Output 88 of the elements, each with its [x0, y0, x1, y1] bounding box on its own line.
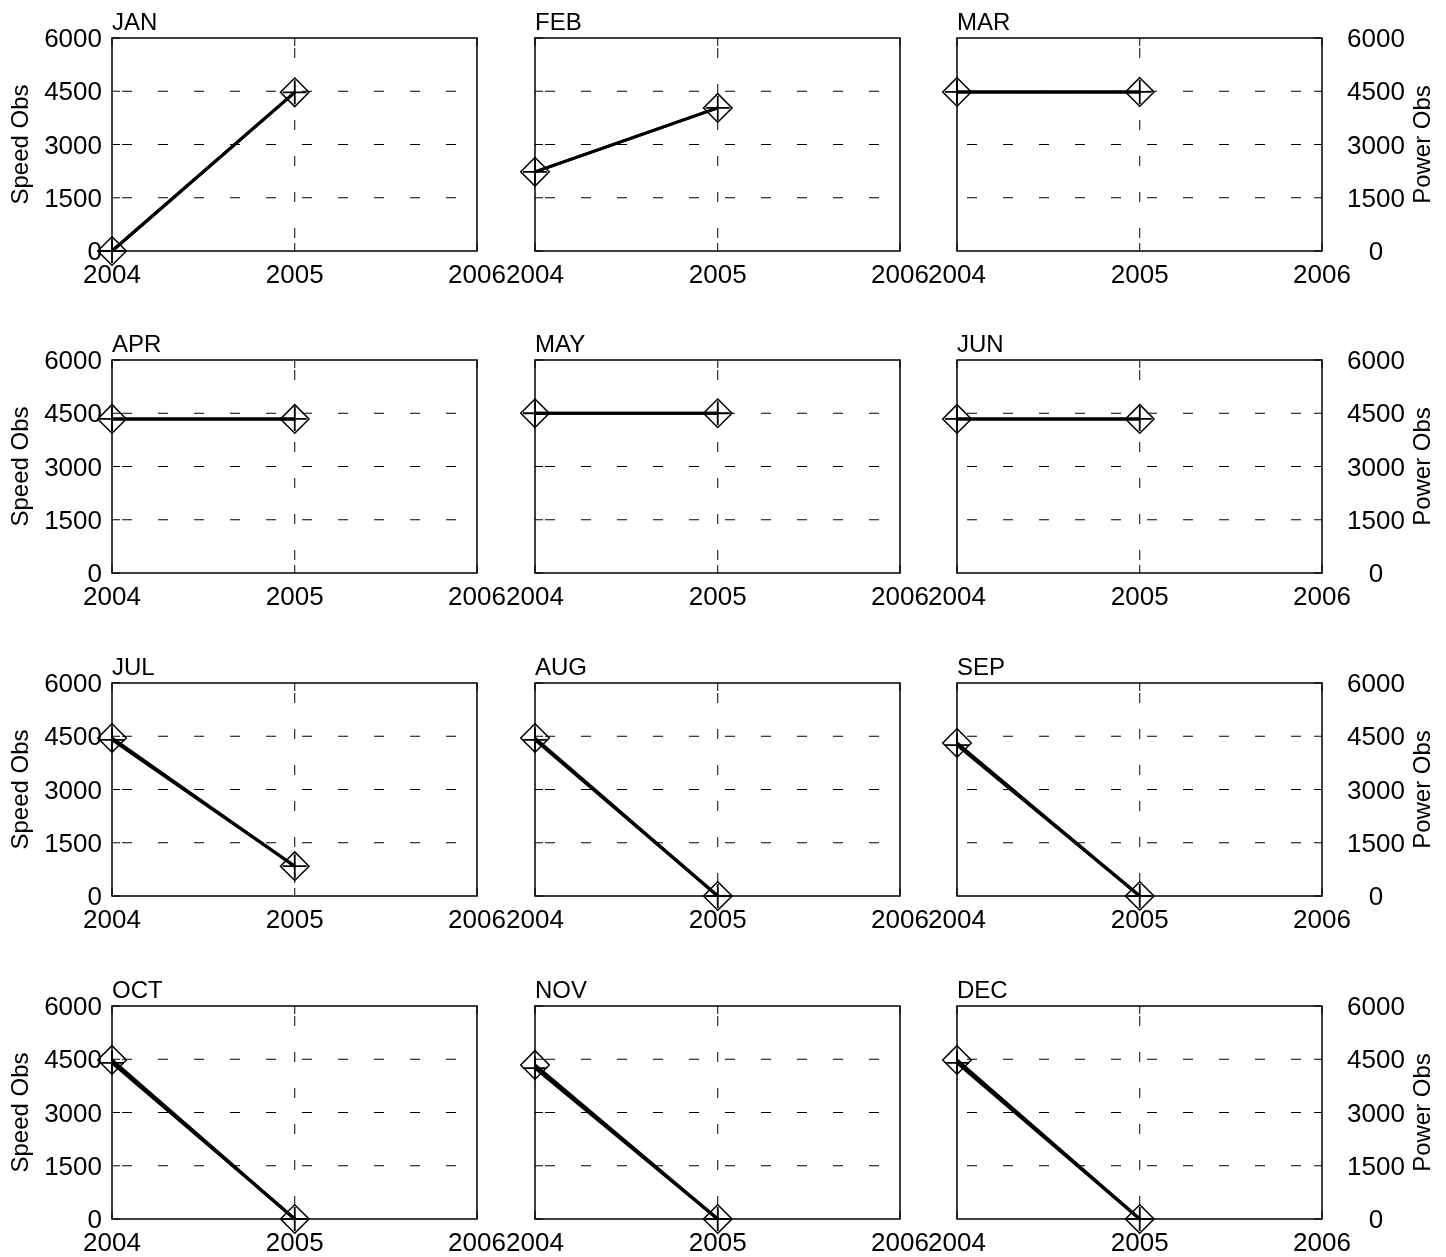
- y2-tick-label: 4500: [1347, 398, 1405, 429]
- y-tick-label: 1500: [44, 1150, 102, 1181]
- y2-tick-label: 3000: [1347, 129, 1405, 160]
- y-tick-label: 3000: [44, 129, 102, 160]
- x-tick-label: 2006: [448, 581, 506, 611]
- chart-title: MAR: [957, 8, 1011, 35]
- y2-tick-label: 1500: [1347, 1150, 1405, 1181]
- y-tick-label: 3000: [44, 451, 102, 482]
- y2-tick-label: 6000: [1347, 23, 1405, 53]
- y-tick-label: 1500: [44, 827, 102, 858]
- x-tick-label: 2005: [265, 904, 324, 934]
- x-tick-label: 2005: [688, 259, 747, 289]
- y-tick-label: 6000: [44, 668, 102, 698]
- y2-tick-label: 6000: [1347, 991, 1405, 1021]
- x-tick-label: 2006: [448, 1227, 506, 1257]
- x-tick-label: 2006: [448, 904, 506, 934]
- chart-title: FEB: [535, 8, 582, 35]
- x-tick-label: 2006: [871, 581, 929, 611]
- y-tick-label: 3000: [44, 774, 102, 805]
- y2-tick-label: 6000: [1347, 345, 1405, 375]
- y2-tick-label: 1500: [1347, 182, 1405, 213]
- y-tick-label: 4500: [44, 398, 102, 429]
- y2-tick-label: 0: [1368, 1204, 1384, 1234]
- y-axis-title: Speed Obs: [6, 729, 33, 850]
- x-tick-label: 2005: [1110, 581, 1169, 611]
- y-tick-label: 6000: [44, 345, 102, 375]
- y-tick-label: 4500: [44, 721, 102, 752]
- y2-axis-title: Power Obs: [1408, 85, 1435, 204]
- y2-tick-label: 4500: [1347, 76, 1405, 107]
- x-tick-label: 2004: [928, 581, 986, 611]
- y2-tick-label: 3000: [1347, 451, 1405, 482]
- y-tick-label: 4500: [44, 1044, 102, 1075]
- x-tick-label: 2006: [1293, 581, 1351, 611]
- x-tick-label: 2006: [1293, 904, 1351, 934]
- x-tick-label: 2004: [506, 904, 564, 934]
- y2-tick-label: 0: [1368, 558, 1384, 588]
- x-tick-label: 2006: [871, 904, 929, 934]
- y-tick-label: 6000: [44, 23, 102, 53]
- y-tick-label: 1500: [44, 182, 102, 213]
- x-tick-label: 2004: [928, 259, 986, 289]
- x-tick-label: 2006: [871, 259, 929, 289]
- x-tick-label: 2006: [1293, 259, 1351, 289]
- x-tick-label: 2004: [928, 1227, 986, 1257]
- x-tick-label: 2005: [688, 581, 747, 611]
- chart-title: NOV: [535, 976, 588, 1003]
- x-tick-label: 2005: [1110, 904, 1169, 934]
- x-tick-label: 2006: [448, 259, 506, 289]
- y-tick-label: 6000: [44, 991, 102, 1021]
- chart-title: DEC: [957, 976, 1008, 1003]
- y-axis-title: Speed Obs: [6, 84, 33, 205]
- x-tick-label: 2005: [688, 1227, 747, 1257]
- chart-title: APR: [112, 330, 162, 357]
- chart-title: AUG: [535, 653, 588, 680]
- y-axis-title: Speed Obs: [6, 1052, 33, 1173]
- y2-tick-label: 3000: [1347, 774, 1405, 805]
- y2-axis-title: Power Obs: [1408, 730, 1435, 849]
- x-tick-label: 2005: [265, 259, 324, 289]
- chart-title: JUN: [957, 330, 1004, 357]
- y2-tick-label: 0: [1368, 881, 1384, 911]
- chart-title: MAY: [535, 330, 586, 357]
- y2-tick-label: 1500: [1347, 827, 1405, 858]
- y2-tick-label: 1500: [1347, 504, 1405, 535]
- x-tick-label: 2005: [1110, 1227, 1169, 1257]
- x-tick-label: 2005: [1110, 259, 1169, 289]
- x-tick-label: 2006: [1293, 1227, 1351, 1257]
- y2-tick-label: 0: [1368, 236, 1384, 266]
- y-tick-label: 1500: [44, 504, 102, 535]
- y-tick-label: 3000: [44, 1097, 102, 1128]
- x-tick-label: 2004: [506, 581, 564, 611]
- y-tick-label: 4500: [44, 76, 102, 107]
- chart-title: JAN: [112, 8, 158, 35]
- x-tick-label: 2004: [506, 1227, 564, 1257]
- y2-axis-title: Power Obs: [1408, 407, 1435, 526]
- x-tick-label: 2006: [871, 1227, 929, 1257]
- chart-title: JUL: [112, 653, 155, 680]
- chart-title: SEP: [957, 653, 1006, 680]
- x-tick-label: 2005: [265, 1227, 324, 1257]
- x-tick-label: 2005: [265, 581, 324, 611]
- y2-tick-label: 4500: [1347, 721, 1405, 752]
- y2-tick-label: 6000: [1347, 668, 1405, 698]
- chart-title: OCT: [112, 976, 163, 1003]
- x-tick-label: 2004: [928, 904, 986, 934]
- x-tick-label: 2004: [506, 259, 564, 289]
- y2-axis-title: Power Obs: [1408, 1053, 1435, 1172]
- y2-tick-label: 3000: [1347, 1097, 1405, 1128]
- y2-tick-label: 4500: [1347, 1044, 1405, 1075]
- y-axis-title: Speed Obs: [6, 406, 33, 527]
- x-tick-label: 2005: [688, 904, 747, 934]
